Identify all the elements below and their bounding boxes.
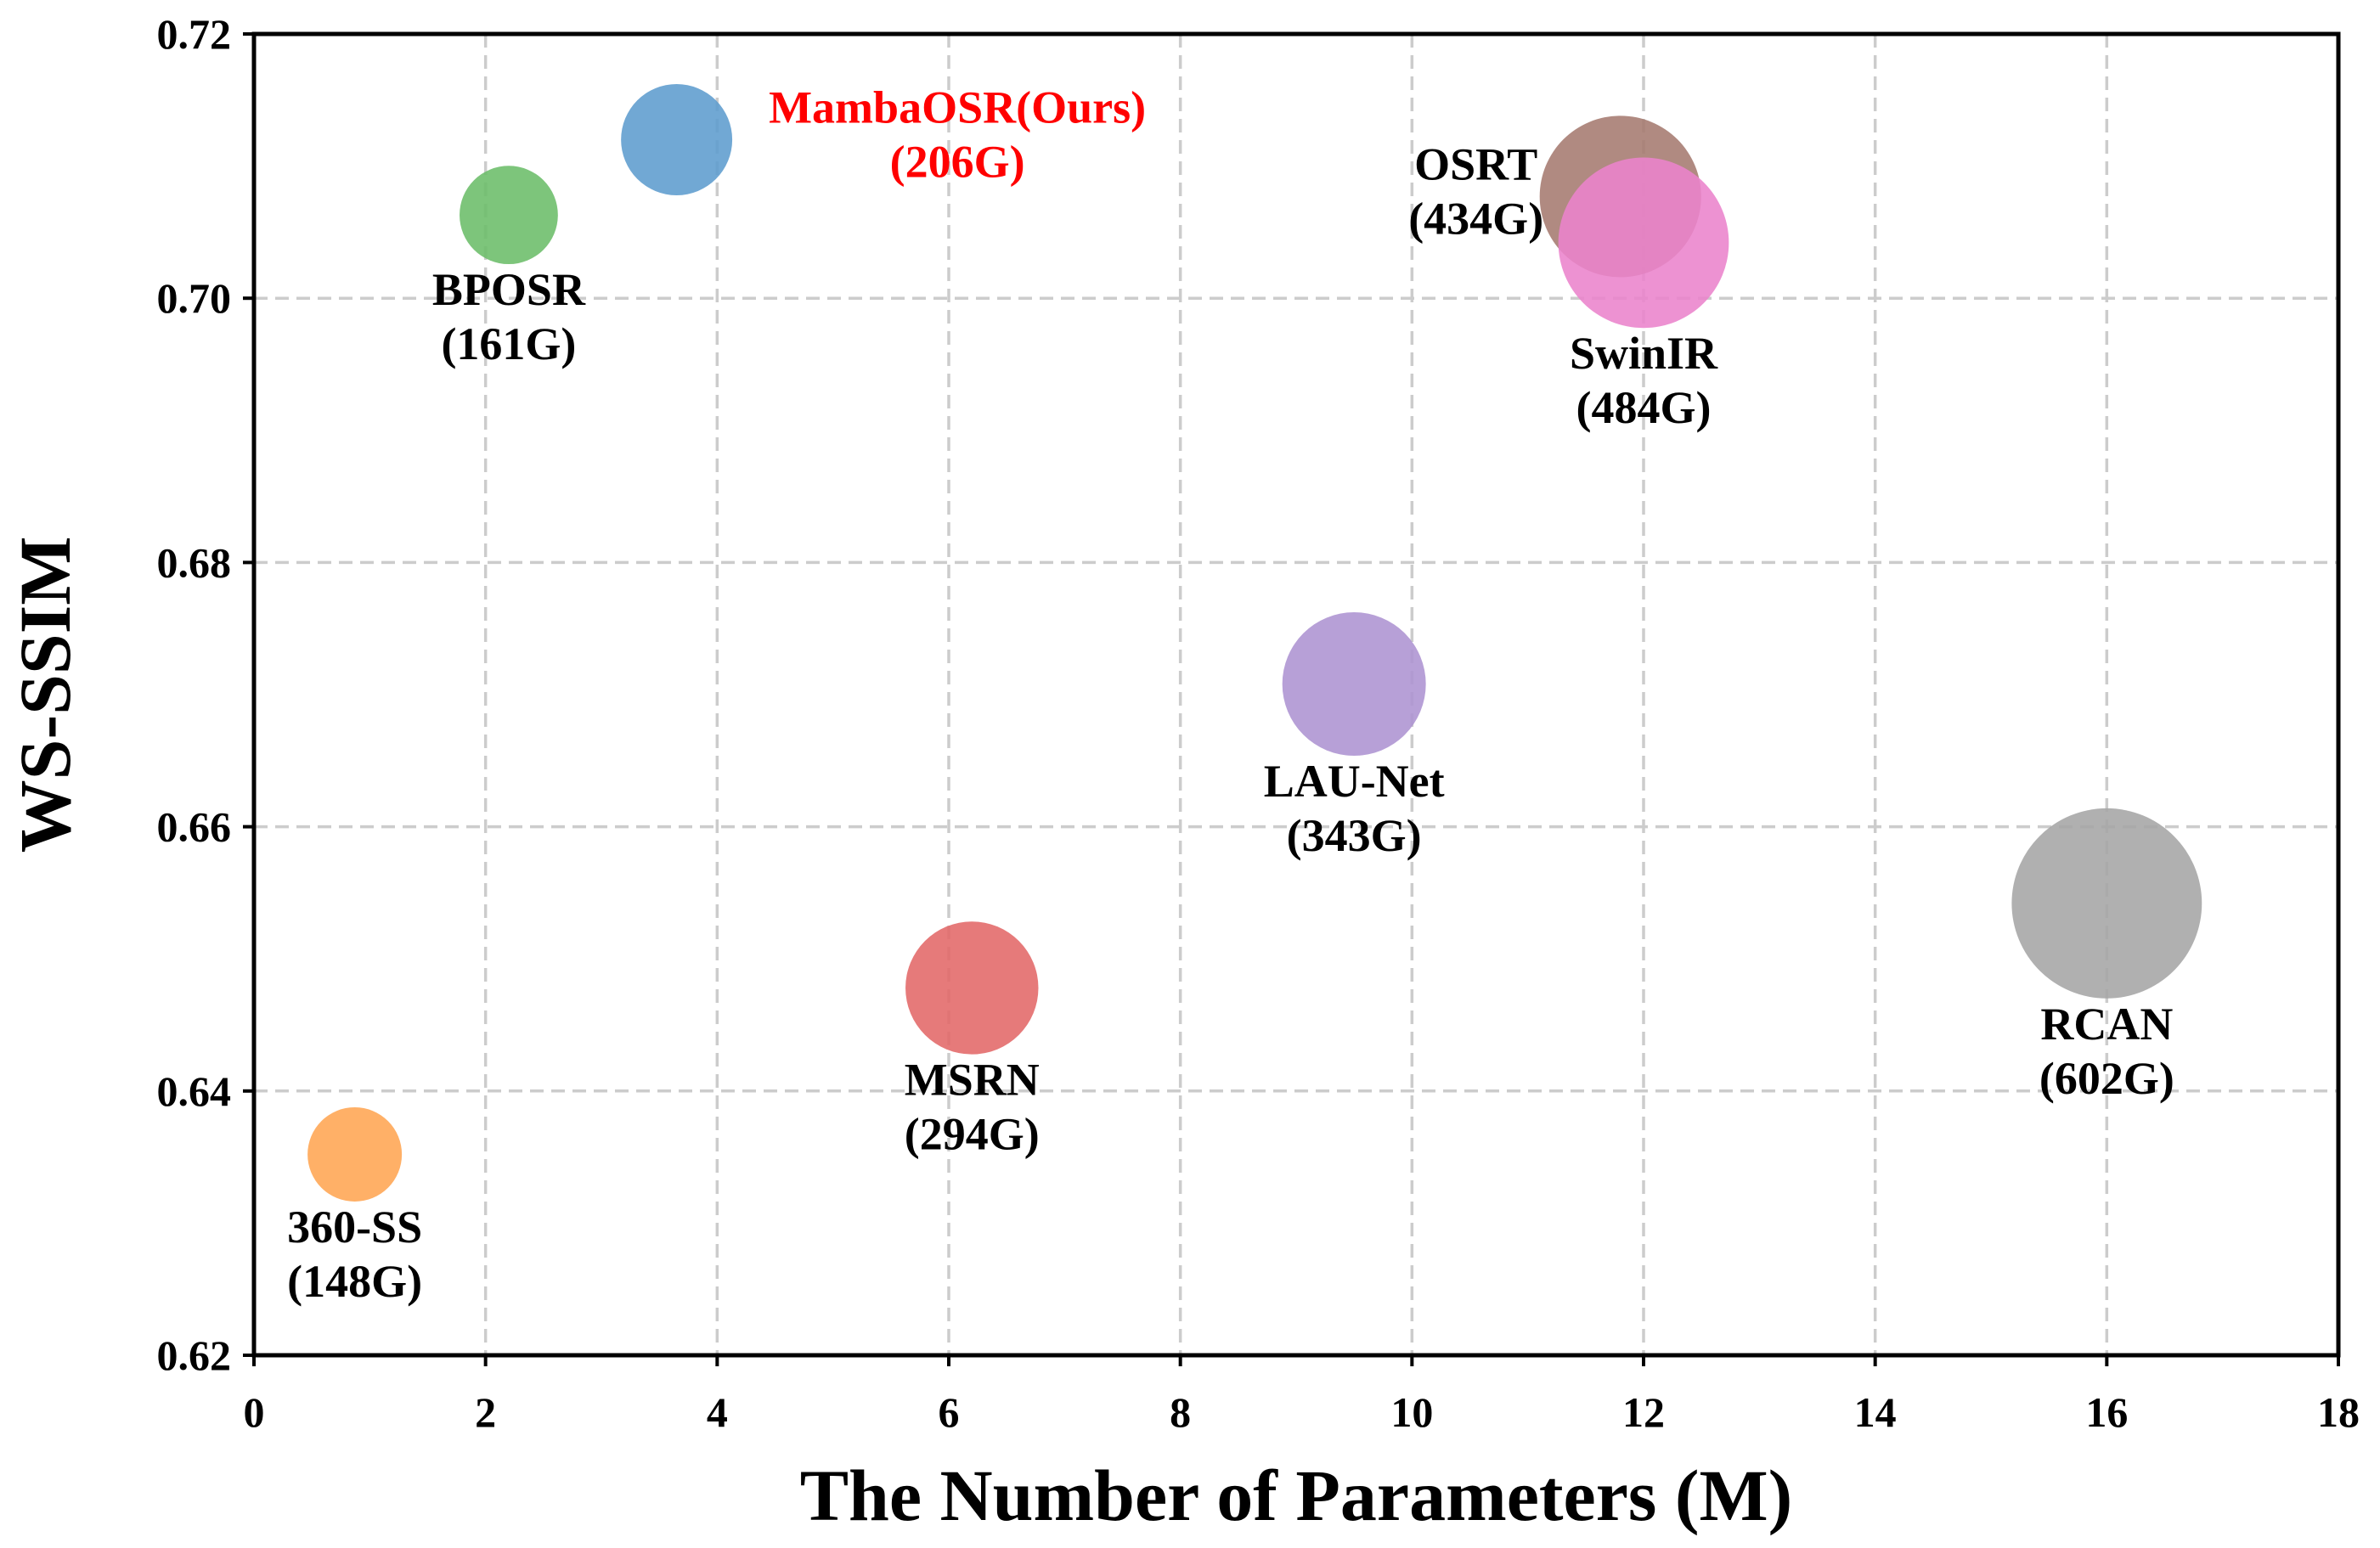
axis-ticks: 0 2 4 6 8 10 12 14 16 18 0.62 0.64 0.66 0.68 0.70 0.72 — [157, 10, 2360, 1436]
point-flops-label: (602G) — [2039, 1053, 2174, 1104]
y-tick-label: 0.70 — [157, 274, 232, 322]
bubble-bposr — [460, 166, 558, 265]
data-labels: 360-SS(148G) BPOSR(161G) MambaOSR(Ours)(20… — [287, 82, 2174, 1307]
y-tick-label: 0.62 — [157, 1331, 232, 1379]
x-tick-label: 14 — [1854, 1388, 1897, 1436]
point-flops-label: (206G) — [890, 136, 1025, 187]
point-flops-label: (434G) — [1408, 193, 1543, 244]
point-name-label: LAU-Net — [1264, 756, 1445, 807]
data-points — [307, 84, 2202, 1202]
y-tick-label: 0.66 — [157, 803, 232, 851]
y-tick-label: 0.64 — [157, 1067, 232, 1115]
point-name-label: BPOSR — [432, 264, 586, 315]
plot-frame — [251, 31, 2341, 1358]
point-flops-label: (343G) — [1287, 810, 1422, 861]
x-tick-label: 16 — [2085, 1388, 2128, 1436]
x-tick-label: 0 — [244, 1388, 265, 1436]
x-tick-label: 8 — [1170, 1388, 1191, 1436]
x-tick-label: 12 — [1622, 1388, 1665, 1436]
bubble-swinir — [1558, 157, 1729, 329]
x-tick-label: 18 — [2317, 1388, 2360, 1436]
x-tick-label: 6 — [939, 1388, 960, 1436]
point-flops-label: (161G) — [441, 318, 576, 369]
y-tick-label: 0.72 — [157, 10, 232, 58]
bubble-360-ss — [307, 1106, 403, 1202]
y-axis-title: WS-SSIM — [4, 537, 86, 853]
bubble-rcan — [2011, 808, 2202, 999]
point-name-label: OSRT — [1414, 138, 1537, 189]
point-name-label: 360-SS — [287, 1202, 422, 1252]
bubble-msrn — [905, 921, 1039, 1055]
bubble-mambaosr-ours — [621, 84, 733, 195]
bubble-lau-net — [1282, 612, 1426, 757]
point-name-label: SwinIR — [1570, 328, 1718, 379]
point-name-label: RCAN — [2040, 999, 2173, 1050]
x-tick-label: 2 — [475, 1388, 496, 1436]
point-flops-label: (294G) — [905, 1109, 1040, 1160]
x-tick-label: 10 — [1390, 1388, 1433, 1436]
x-tick-label: 4 — [707, 1388, 728, 1436]
y-tick-label: 0.68 — [157, 538, 232, 586]
point-flops-label: (484G) — [1576, 382, 1712, 433]
point-name-label: MSRN — [905, 1055, 1040, 1106]
point-flops-label: (148G) — [287, 1256, 422, 1307]
x-axis-title: The Number of Parameters (M) — [800, 1455, 1793, 1536]
point-name-label: MambaOSR(Ours) — [769, 82, 1146, 132]
